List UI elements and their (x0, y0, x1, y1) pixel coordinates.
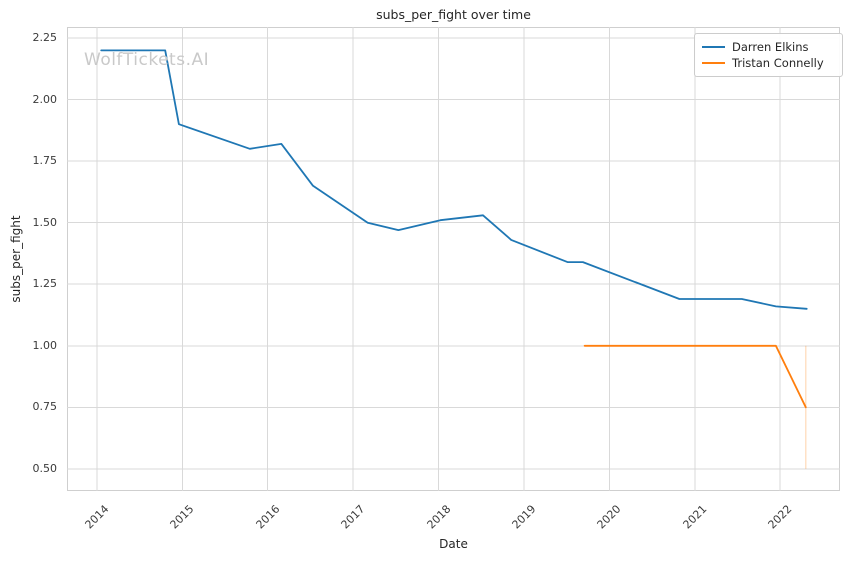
x-tick-label: 2022 (765, 502, 795, 532)
series-line-tristan-connelly (583, 344, 807, 409)
y-tick-label: 1.75 (32, 154, 58, 168)
legend-item-darren-elkins: Darren Elkins (702, 39, 834, 55)
chart-title: subs_per_fight over time (376, 7, 531, 22)
legend-label: Tristan Connelly (732, 56, 824, 70)
x-tick-label: 2017 (338, 502, 368, 532)
series-line-darren-elkins (100, 49, 808, 310)
x-tick-label: 2018 (424, 502, 454, 532)
y-tick-label: 2.25 (32, 31, 58, 45)
watermark: WolfTickets.AI (84, 50, 210, 70)
y-tick-label: 2.00 (32, 92, 58, 106)
legend-label: Darren Elkins (732, 40, 809, 54)
plot-area (67, 27, 840, 491)
y-tick-label: 0.75 (32, 400, 58, 414)
plot-canvas (67, 27, 840, 491)
x-tick-label: 2015 (167, 502, 197, 532)
y-tick-label: 1.00 (32, 338, 58, 352)
x-tick-label: 2016 (253, 502, 283, 532)
x-tick-label: 2020 (594, 502, 624, 532)
legend: Darren Elkins Tristan Connelly (694, 33, 843, 77)
x-tick-label: 2019 (509, 502, 539, 532)
y-tick-label: 0.50 (32, 461, 58, 475)
x-axis-label: Date (439, 537, 468, 551)
y-tick-label: 1.50 (32, 215, 58, 229)
x-tick-label: 2014 (82, 502, 112, 532)
legend-line-sample-icon (702, 62, 725, 64)
x-tick-label: 2021 (680, 502, 710, 532)
legend-line-sample-icon (702, 46, 725, 48)
legend-item-tristan-connelly: Tristan Connelly (702, 55, 834, 71)
y-tick-label: 1.25 (32, 277, 58, 291)
